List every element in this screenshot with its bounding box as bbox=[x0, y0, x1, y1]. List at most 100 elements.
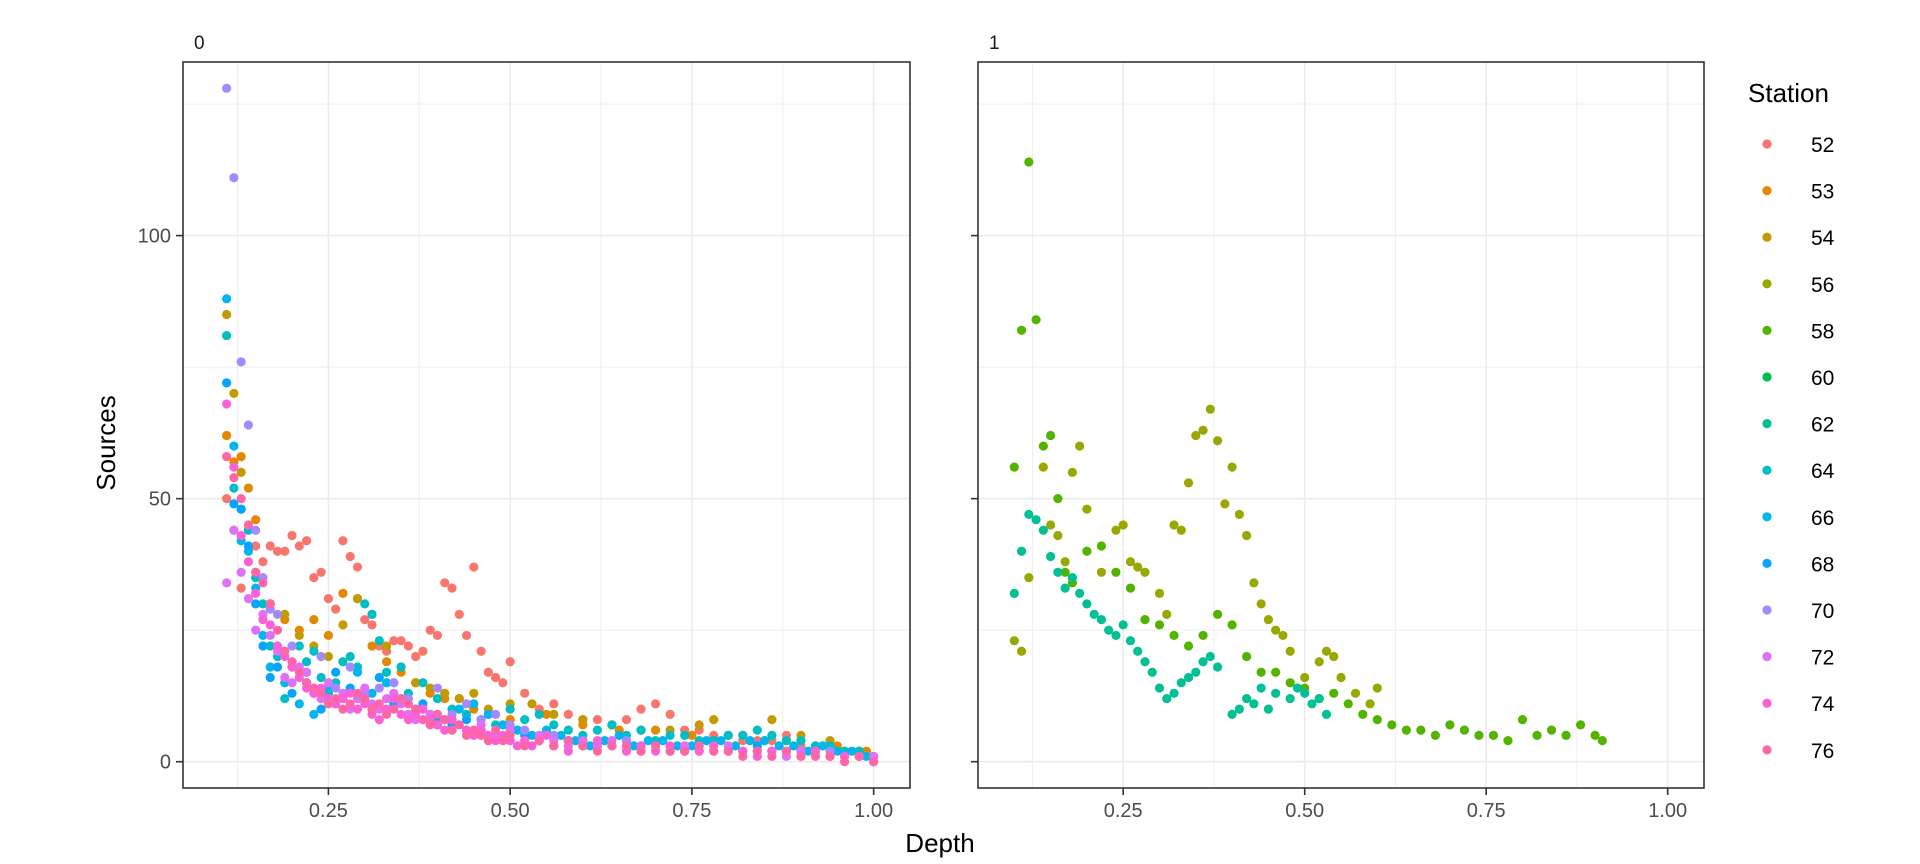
data-point bbox=[1067, 467, 1077, 477]
data-point bbox=[469, 725, 479, 735]
data-point bbox=[505, 730, 515, 740]
series-station-56 bbox=[1009, 404, 1382, 709]
data-point bbox=[636, 725, 646, 735]
data-point bbox=[723, 746, 733, 756]
data-point bbox=[767, 715, 777, 725]
data-point bbox=[505, 704, 515, 714]
data-point bbox=[1016, 646, 1027, 656]
data-point bbox=[1278, 630, 1288, 641]
legend-key bbox=[1762, 465, 1772, 475]
data-point bbox=[280, 646, 290, 656]
panels-layer: 0 0.25 0.50 0.75 1.00 0 50 100 1 0.25 0.50 0.75 1.00 bbox=[138, 33, 1705, 822]
data-point bbox=[1111, 567, 1121, 577]
data-point bbox=[578, 741, 588, 751]
data-point bbox=[585, 741, 595, 751]
data-point bbox=[1046, 430, 1056, 441]
data-point bbox=[1162, 693, 1172, 704]
data-point bbox=[1118, 620, 1128, 630]
data-point bbox=[280, 609, 290, 619]
strip-label: 1 bbox=[989, 33, 1000, 54]
data-point bbox=[440, 688, 450, 698]
data-point bbox=[738, 751, 748, 762]
data-point bbox=[1372, 683, 1382, 693]
data-point bbox=[345, 662, 355, 672]
series-station-58 bbox=[1009, 157, 1607, 746]
data-point bbox=[1140, 615, 1150, 625]
data-point bbox=[1067, 572, 1077, 583]
x-axis-title: Depth bbox=[905, 828, 974, 858]
data-point bbox=[534, 736, 544, 746]
data-point bbox=[418, 678, 428, 688]
data-point bbox=[338, 657, 348, 667]
data-point bbox=[1133, 562, 1143, 572]
data-point bbox=[483, 709, 493, 719]
data-point bbox=[491, 736, 501, 746]
data-point bbox=[251, 588, 261, 598]
legend-item-52: 52 bbox=[1762, 134, 1834, 157]
data-point bbox=[331, 683, 341, 693]
data-point bbox=[1162, 609, 1172, 619]
data-point bbox=[1285, 693, 1295, 704]
data-point bbox=[222, 294, 232, 304]
panel-border bbox=[977, 61, 1705, 789]
data-point bbox=[418, 715, 428, 725]
data-point bbox=[222, 494, 232, 504]
data-point bbox=[1009, 636, 1019, 646]
data-point bbox=[425, 625, 435, 635]
data-point bbox=[781, 746, 792, 756]
data-point bbox=[476, 730, 486, 740]
legend-key bbox=[1762, 419, 1772, 429]
data-point bbox=[563, 709, 573, 719]
data-point bbox=[447, 715, 457, 725]
data-point bbox=[745, 736, 755, 746]
data-point bbox=[1169, 520, 1179, 530]
data-point bbox=[607, 720, 617, 730]
data-point bbox=[1154, 588, 1165, 598]
legend-key bbox=[1762, 698, 1772, 708]
data-point bbox=[1401, 725, 1411, 735]
data-point bbox=[294, 641, 304, 651]
data-point bbox=[832, 746, 842, 756]
data-point bbox=[367, 609, 377, 619]
data-point bbox=[229, 441, 239, 451]
y-tick-label: 0 bbox=[160, 752, 171, 774]
data-point bbox=[520, 725, 530, 735]
strip-label: 0 bbox=[194, 33, 205, 54]
data-point bbox=[229, 525, 239, 535]
data-point bbox=[520, 688, 530, 698]
data-point bbox=[309, 646, 319, 656]
data-point bbox=[301, 667, 312, 677]
data-point bbox=[425, 720, 435, 730]
data-point bbox=[527, 699, 537, 709]
data-point bbox=[541, 730, 552, 740]
data-point bbox=[592, 715, 602, 725]
data-point bbox=[1205, 651, 1215, 662]
data-point bbox=[258, 599, 268, 609]
data-point bbox=[701, 736, 712, 746]
data-point bbox=[381, 678, 392, 688]
data-point bbox=[374, 683, 384, 693]
data-point bbox=[498, 720, 508, 730]
data-point bbox=[251, 599, 261, 609]
data-point bbox=[1038, 441, 1048, 451]
data-point bbox=[461, 630, 472, 641]
data-point bbox=[1053, 567, 1063, 577]
data-point bbox=[556, 730, 566, 740]
data-point bbox=[1125, 583, 1136, 593]
data-point bbox=[1024, 157, 1034, 167]
data-point bbox=[476, 646, 486, 656]
data-point bbox=[352, 688, 363, 698]
legend-label: 72 bbox=[1811, 647, 1834, 670]
data-point bbox=[549, 741, 559, 751]
data-point bbox=[549, 709, 559, 719]
data-point bbox=[1212, 609, 1223, 619]
data-point bbox=[1321, 646, 1332, 656]
data-point bbox=[411, 678, 421, 688]
data-point bbox=[650, 725, 661, 735]
data-point bbox=[1031, 515, 1041, 525]
data-point bbox=[236, 467, 246, 477]
data-point bbox=[1060, 567, 1070, 577]
data-point bbox=[396, 709, 406, 719]
legend-item-64: 64 bbox=[1762, 460, 1835, 483]
